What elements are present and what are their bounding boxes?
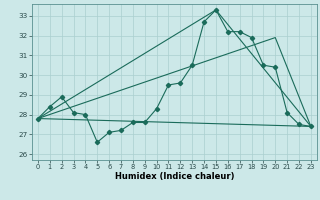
- X-axis label: Humidex (Indice chaleur): Humidex (Indice chaleur): [115, 172, 234, 181]
